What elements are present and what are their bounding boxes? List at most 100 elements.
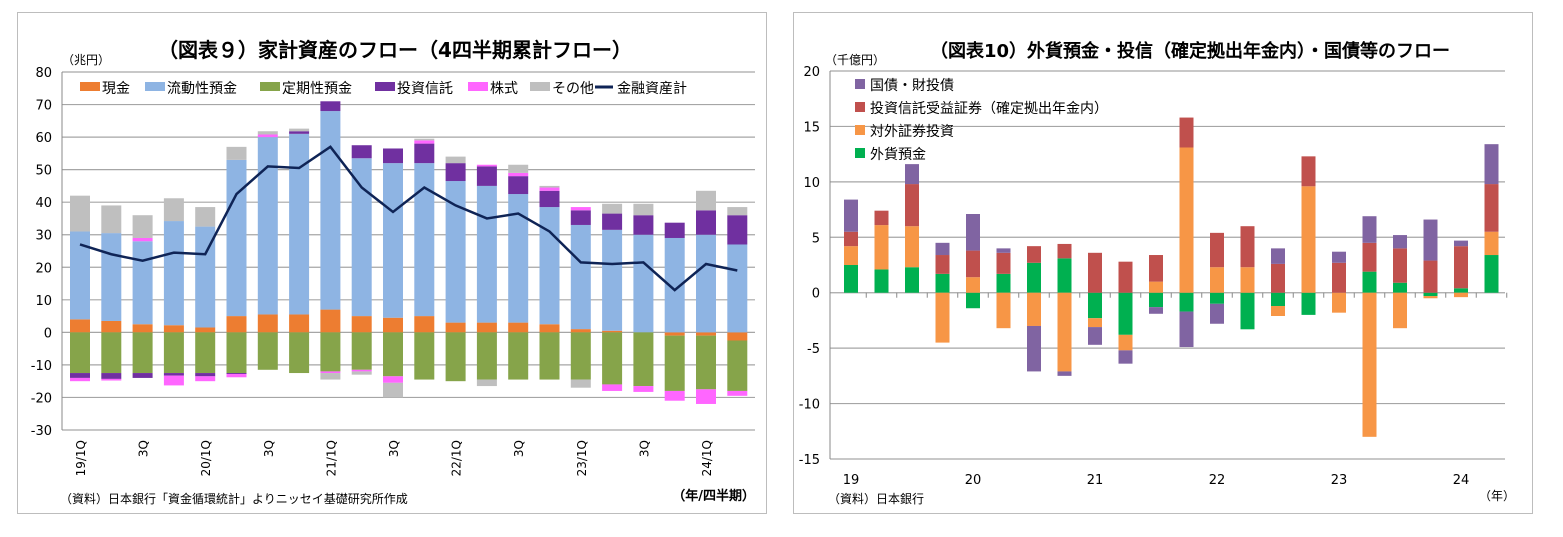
bar-segment-1 bbox=[1454, 292, 1468, 298]
bar-segment-2 bbox=[163, 332, 184, 374]
bar-segment-0 bbox=[289, 314, 310, 333]
y-tick-label: -5 bbox=[807, 342, 820, 357]
bar-segment-2 bbox=[727, 340, 748, 391]
bar-segment-2 bbox=[602, 332, 623, 385]
y-tick-label: -15 bbox=[799, 453, 820, 468]
bar-segment-0 bbox=[1179, 292, 1194, 312]
bar-segment-1 bbox=[1057, 292, 1072, 372]
bar-segment-2 bbox=[414, 332, 435, 380]
bar-segment-2 bbox=[966, 250, 980, 278]
x-tick-label: 22 bbox=[1209, 473, 1226, 488]
bar-segment-5 bbox=[696, 190, 716, 211]
bar-segment-4 bbox=[163, 375, 184, 386]
bar-segment-0 bbox=[101, 320, 122, 333]
bar-segment-2 bbox=[132, 332, 153, 374]
bar-segment-4 bbox=[570, 207, 591, 211]
bar-segment-0 bbox=[320, 309, 341, 333]
x-tick-label: 21/1Q bbox=[324, 440, 338, 476]
x-tick-label: 19 bbox=[843, 473, 860, 488]
bar-segment-3 bbox=[289, 131, 310, 134]
legend-label: 金融資産計 bbox=[617, 81, 687, 97]
legend-label: その他 bbox=[552, 81, 594, 97]
bar-segment-3 bbox=[195, 373, 216, 377]
bar-segment-1 bbox=[539, 207, 560, 325]
y-tick-label: 15 bbox=[803, 120, 820, 135]
bar-segment-2 bbox=[874, 210, 889, 226]
y-tick-label: -30 bbox=[31, 424, 52, 439]
legend-swatch-0 bbox=[855, 148, 865, 158]
bar-segment-1 bbox=[874, 225, 889, 270]
bar-segment-1 bbox=[664, 237, 685, 333]
bar-segment-1 bbox=[696, 234, 716, 333]
legend-label: 投資信託 bbox=[397, 81, 453, 97]
bar-segment-1 bbox=[70, 231, 90, 320]
bar-segment-1 bbox=[1484, 231, 1499, 256]
bar-segment-4 bbox=[383, 376, 403, 383]
bar-segment-3 bbox=[476, 166, 497, 186]
bar-segment-4 bbox=[696, 389, 716, 404]
bar-segment-1 bbox=[1423, 296, 1438, 299]
x-tick-label: 3Q bbox=[512, 440, 526, 457]
x-tick-label: 22/1Q bbox=[450, 440, 464, 476]
x-tick-label: 3Q bbox=[387, 440, 401, 457]
bar-segment-2 bbox=[1118, 261, 1133, 293]
bar-segment-2 bbox=[257, 332, 278, 370]
bar-segment-1 bbox=[844, 246, 858, 265]
legend-label: 対外証券投資 bbox=[870, 124, 954, 140]
bar-segment-2 bbox=[476, 332, 497, 380]
bar-segment-5 bbox=[414, 138, 435, 141]
bar-segment-4 bbox=[664, 390, 685, 401]
bar-segment-1 bbox=[383, 163, 403, 318]
x-tick-label: 20/1Q bbox=[199, 440, 213, 476]
y-tick-label: 60 bbox=[35, 131, 52, 146]
bar-segment-0 bbox=[602, 330, 623, 333]
legend-swatch-5 bbox=[530, 82, 550, 91]
bar-segment-3 bbox=[1210, 303, 1224, 324]
bar-segment-3 bbox=[445, 163, 466, 182]
bar-segment-1 bbox=[1362, 292, 1377, 437]
legend-swatch-4 bbox=[468, 82, 488, 91]
bar-segment-4 bbox=[727, 390, 748, 396]
bar-segment-0 bbox=[1271, 292, 1285, 307]
bar-segment-2 bbox=[539, 332, 560, 380]
bar-segment-3 bbox=[1179, 311, 1194, 348]
bar-segment-1 bbox=[195, 226, 216, 328]
y-tick-label: 0 bbox=[812, 287, 820, 302]
bar-segment-1 bbox=[163, 221, 184, 326]
bar-segment-5 bbox=[539, 185, 560, 188]
legend-swatch-3 bbox=[375, 82, 395, 91]
bar-segment-1 bbox=[476, 185, 497, 323]
chart10-source: （資料）日本銀行 bbox=[828, 492, 924, 506]
bar-segment-0 bbox=[874, 269, 889, 293]
bar-segment-0 bbox=[570, 329, 591, 333]
bar-segment-0 bbox=[1088, 292, 1102, 319]
bar-segment-2 bbox=[1423, 260, 1438, 293]
bar-segment-3 bbox=[70, 373, 90, 378]
x-tick-label: 23/1Q bbox=[575, 440, 589, 476]
bar-segment-0 bbox=[1240, 292, 1255, 330]
bar-segment-1 bbox=[508, 194, 529, 323]
bar-segment-3 bbox=[163, 373, 184, 376]
bar-segment-2 bbox=[351, 332, 372, 370]
bar-segment-1 bbox=[996, 292, 1011, 329]
bar-segment-3 bbox=[132, 373, 153, 378]
bar-segment-5 bbox=[727, 207, 748, 216]
bar-segment-0 bbox=[1210, 292, 1224, 304]
bar-segment-0 bbox=[727, 332, 748, 341]
x-tick-label: 19/1Q bbox=[74, 440, 88, 476]
bar-segment-5 bbox=[351, 371, 372, 375]
bar-segment-2 bbox=[1210, 232, 1224, 268]
bar-segment-3 bbox=[508, 176, 529, 195]
bar-segment-0 bbox=[1149, 292, 1163, 308]
bar-segment-1 bbox=[1271, 306, 1285, 316]
bar-segment-5 bbox=[226, 146, 247, 160]
legend-label: 株式 bbox=[490, 81, 518, 97]
bar-segment-0 bbox=[445, 322, 466, 333]
bar-segment-1 bbox=[602, 229, 623, 331]
bar-segment-0 bbox=[257, 314, 278, 333]
bar-segment-2 bbox=[508, 332, 529, 380]
bar-segment-0 bbox=[163, 325, 184, 333]
bar-segment-0 bbox=[1362, 271, 1377, 293]
